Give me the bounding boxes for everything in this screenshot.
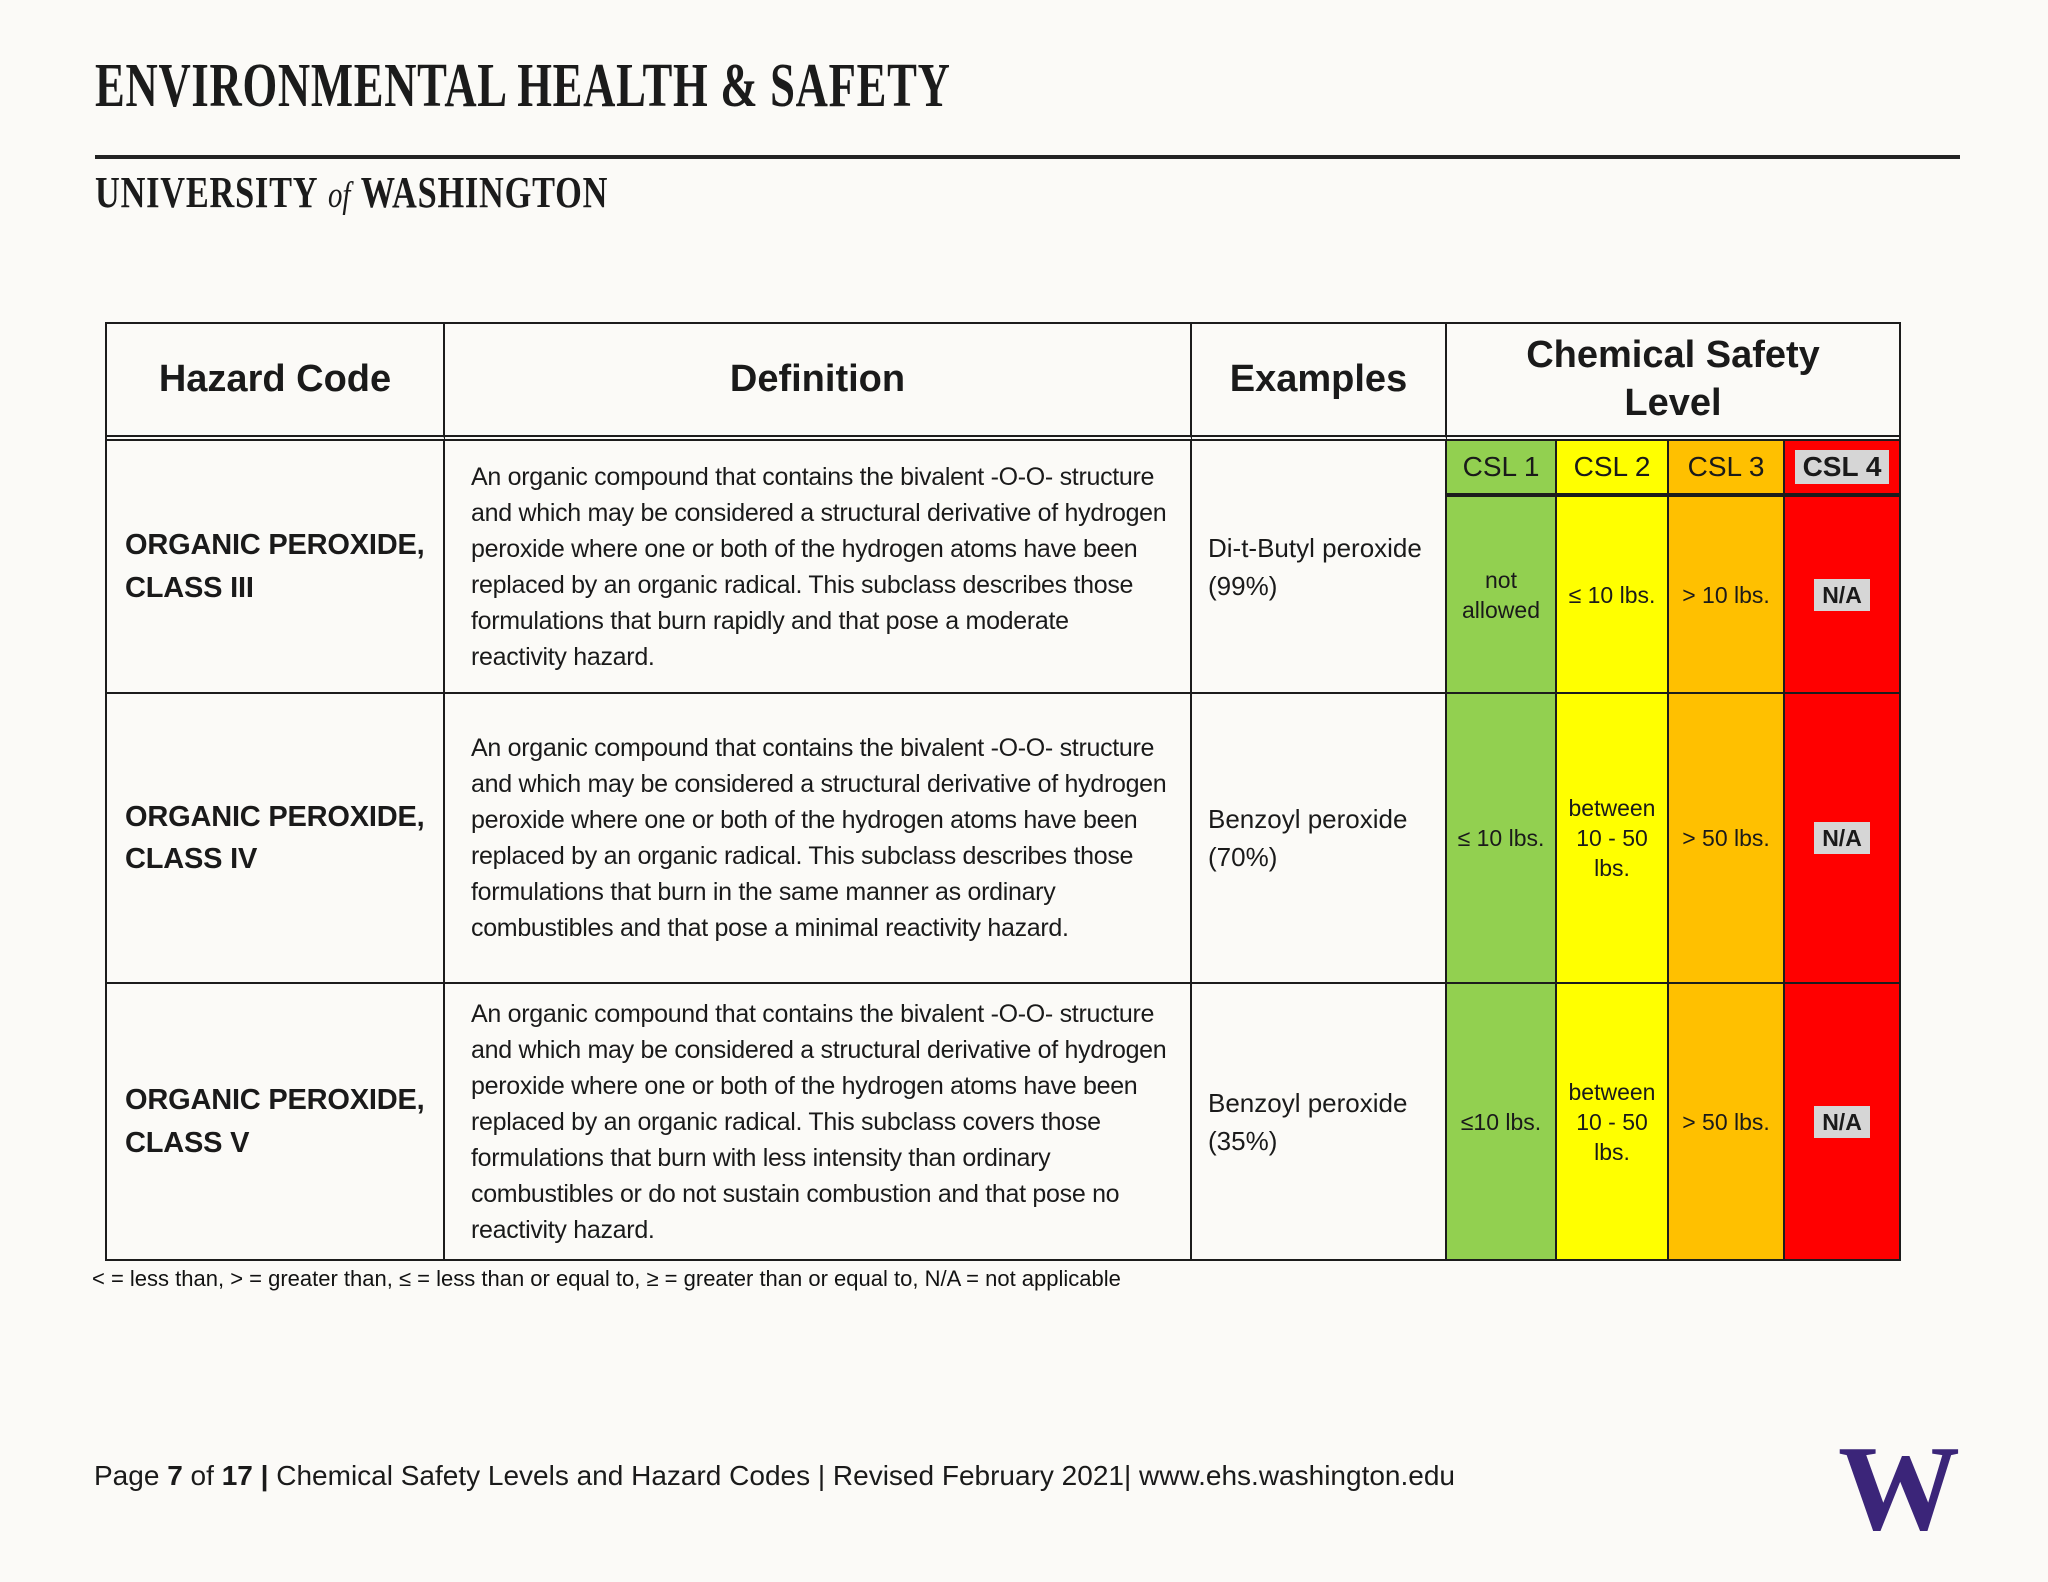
page-total: 17 <box>221 1460 253 1491</box>
example-text: Di-t-Butyl peroxide (99%) <box>1208 532 1422 601</box>
of-label: of <box>190 1460 214 1491</box>
university-title-post: WASHINGTON <box>360 168 609 217</box>
example-text: Benzoyl peroxide (70%) <box>1208 804 1408 872</box>
table-row-1-example: Di-t-Butyl peroxide (99%) <box>1192 441 1447 694</box>
csl4-value-text: N/A <box>1814 1105 1870 1138</box>
hazard-code-text: ORGANIC PEROXIDE, CLASS III <box>125 529 425 604</box>
column-header-examples: Examples <box>1192 324 1447 441</box>
table-row-2-csl4-value: N/A <box>1785 694 1899 984</box>
csl3-value-text: > 50 lbs. <box>1682 1108 1770 1135</box>
csl1-value-text: ≤ 10 lbs. <box>1457 825 1545 851</box>
table-row-3-hazard-code: ORGANIC PEROXIDE, CLASS V <box>107 984 445 1259</box>
csl4-label: CSL 4 <box>1794 450 1890 484</box>
footer-separator: | <box>260 1460 269 1491</box>
table-row-1-csl3-value: > 10 lbs. <box>1669 497 1785 694</box>
csl3-label: CSL 3 <box>1687 451 1765 482</box>
column-header-definition: Definition <box>445 324 1192 441</box>
table-row-2-definition: An organic compound that contains the bi… <box>445 694 1192 984</box>
csl4-value-text: N/A <box>1814 578 1870 611</box>
csl2-value-text: between 10 - 50 lbs. <box>1568 795 1656 881</box>
column-header-hazard-code-label: Hazard Code <box>158 357 392 400</box>
table-row-3-csl4-value: N/A <box>1785 984 1899 1259</box>
column-header-definition-label: Definition <box>729 357 906 400</box>
header-divider <box>95 155 1960 159</box>
org-title: ENVIRONMENTAL HEALTH & SAFETY <box>95 52 951 120</box>
university-title-pre: UNIVERSITY <box>95 168 318 217</box>
table-row-1-csl2-value: ≤ 10 lbs. <box>1557 497 1669 694</box>
table-row-2-csl1-value: ≤ 10 lbs. <box>1447 694 1557 984</box>
column-header-chemical-safety-level: Chemical Safety Level <box>1447 324 1899 441</box>
hazard-code-table: Hazard Code Definition Examples Chemical… <box>105 322 1901 1261</box>
csl2-value-text: between 10 - 50 lbs. <box>1568 1078 1656 1165</box>
table-row-1-hazard-code: ORGANIC PEROXIDE, CLASS III <box>107 441 445 694</box>
table-row-3-definition: An organic compound that contains the bi… <box>445 984 1192 1259</box>
university-title-of: of <box>327 175 351 216</box>
csl2-label: CSL 2 <box>1573 451 1651 482</box>
university-title: UNIVERSITY of WASHINGTON <box>95 168 608 219</box>
definition-text: An organic compound that contains the bi… <box>471 462 1167 671</box>
column-header-chemical-safety-level-label: Chemical Safety Level <box>1526 334 1820 424</box>
csl3-value-text: > 10 lbs. <box>1682 581 1770 608</box>
table-row-2-example: Benzoyl peroxide (70%) <box>1192 694 1447 984</box>
csl1-value-text: ≤10 lbs. <box>1460 1108 1542 1135</box>
hazard-code-text: ORGANIC PEROXIDE, CLASS IV <box>125 800 425 875</box>
uw-w-logo: W <box>1838 1421 1960 1556</box>
definition-text: An organic compound that contains the bi… <box>471 734 1167 942</box>
example-text: Benzoyl peroxide (35%) <box>1208 1087 1408 1156</box>
table-row-3-csl2-value: between 10 - 50 lbs. <box>1557 984 1669 1259</box>
table-row-3-csl1-value: ≤10 lbs. <box>1447 984 1557 1259</box>
csl2-header-cell: CSL 2 <box>1557 441 1669 497</box>
table-row-2-csl2-value: between 10 - 50 lbs. <box>1557 694 1669 984</box>
csl1-label: CSL 1 <box>1462 451 1540 482</box>
page-label: Page <box>94 1460 160 1491</box>
definition-text: An organic compound that contains the bi… <box>471 999 1167 1244</box>
page-footer: Page 7 of 17 | Chemical Safety Levels an… <box>94 1460 1455 1492</box>
table-row-1-csl1-value: not allowed <box>1447 497 1557 694</box>
csl3-value-text: > 50 lbs. <box>1682 825 1770 851</box>
table-row-2-csl3-value: > 50 lbs. <box>1669 694 1785 984</box>
column-header-examples-label: Examples <box>1229 357 1408 400</box>
table-row-3-example: Benzoyl peroxide (35%) <box>1192 984 1447 1259</box>
symbols-footnote: < = less than, > = greater than, ≤ = les… <box>92 1266 1121 1291</box>
csl3-header-cell: CSL 3 <box>1669 441 1785 497</box>
csl2-value-text: ≤ 10 lbs. <box>1568 581 1656 608</box>
table-row-2-hazard-code: ORGANIC PEROXIDE, CLASS IV <box>107 694 445 984</box>
csl4-value-text: N/A <box>1814 822 1870 854</box>
column-header-hazard-code: Hazard Code <box>107 324 445 441</box>
page-number: 7 <box>167 1460 183 1491</box>
table-row-1-definition: An organic compound that contains the bi… <box>445 441 1192 694</box>
table-row-1-csl4-value: N/A <box>1785 497 1899 694</box>
footer-text: Chemical Safety Levels and Hazard Codes … <box>276 1460 1455 1491</box>
table-row-3-csl3-value: > 50 lbs. <box>1669 984 1785 1259</box>
csl4-header-cell: CSL 4 <box>1785 441 1899 497</box>
csl1-header-cell: CSL 1 <box>1447 441 1557 497</box>
csl1-value-text: not allowed <box>1462 566 1540 623</box>
hazard-code-text: ORGANIC PEROXIDE, CLASS V <box>125 1084 425 1159</box>
